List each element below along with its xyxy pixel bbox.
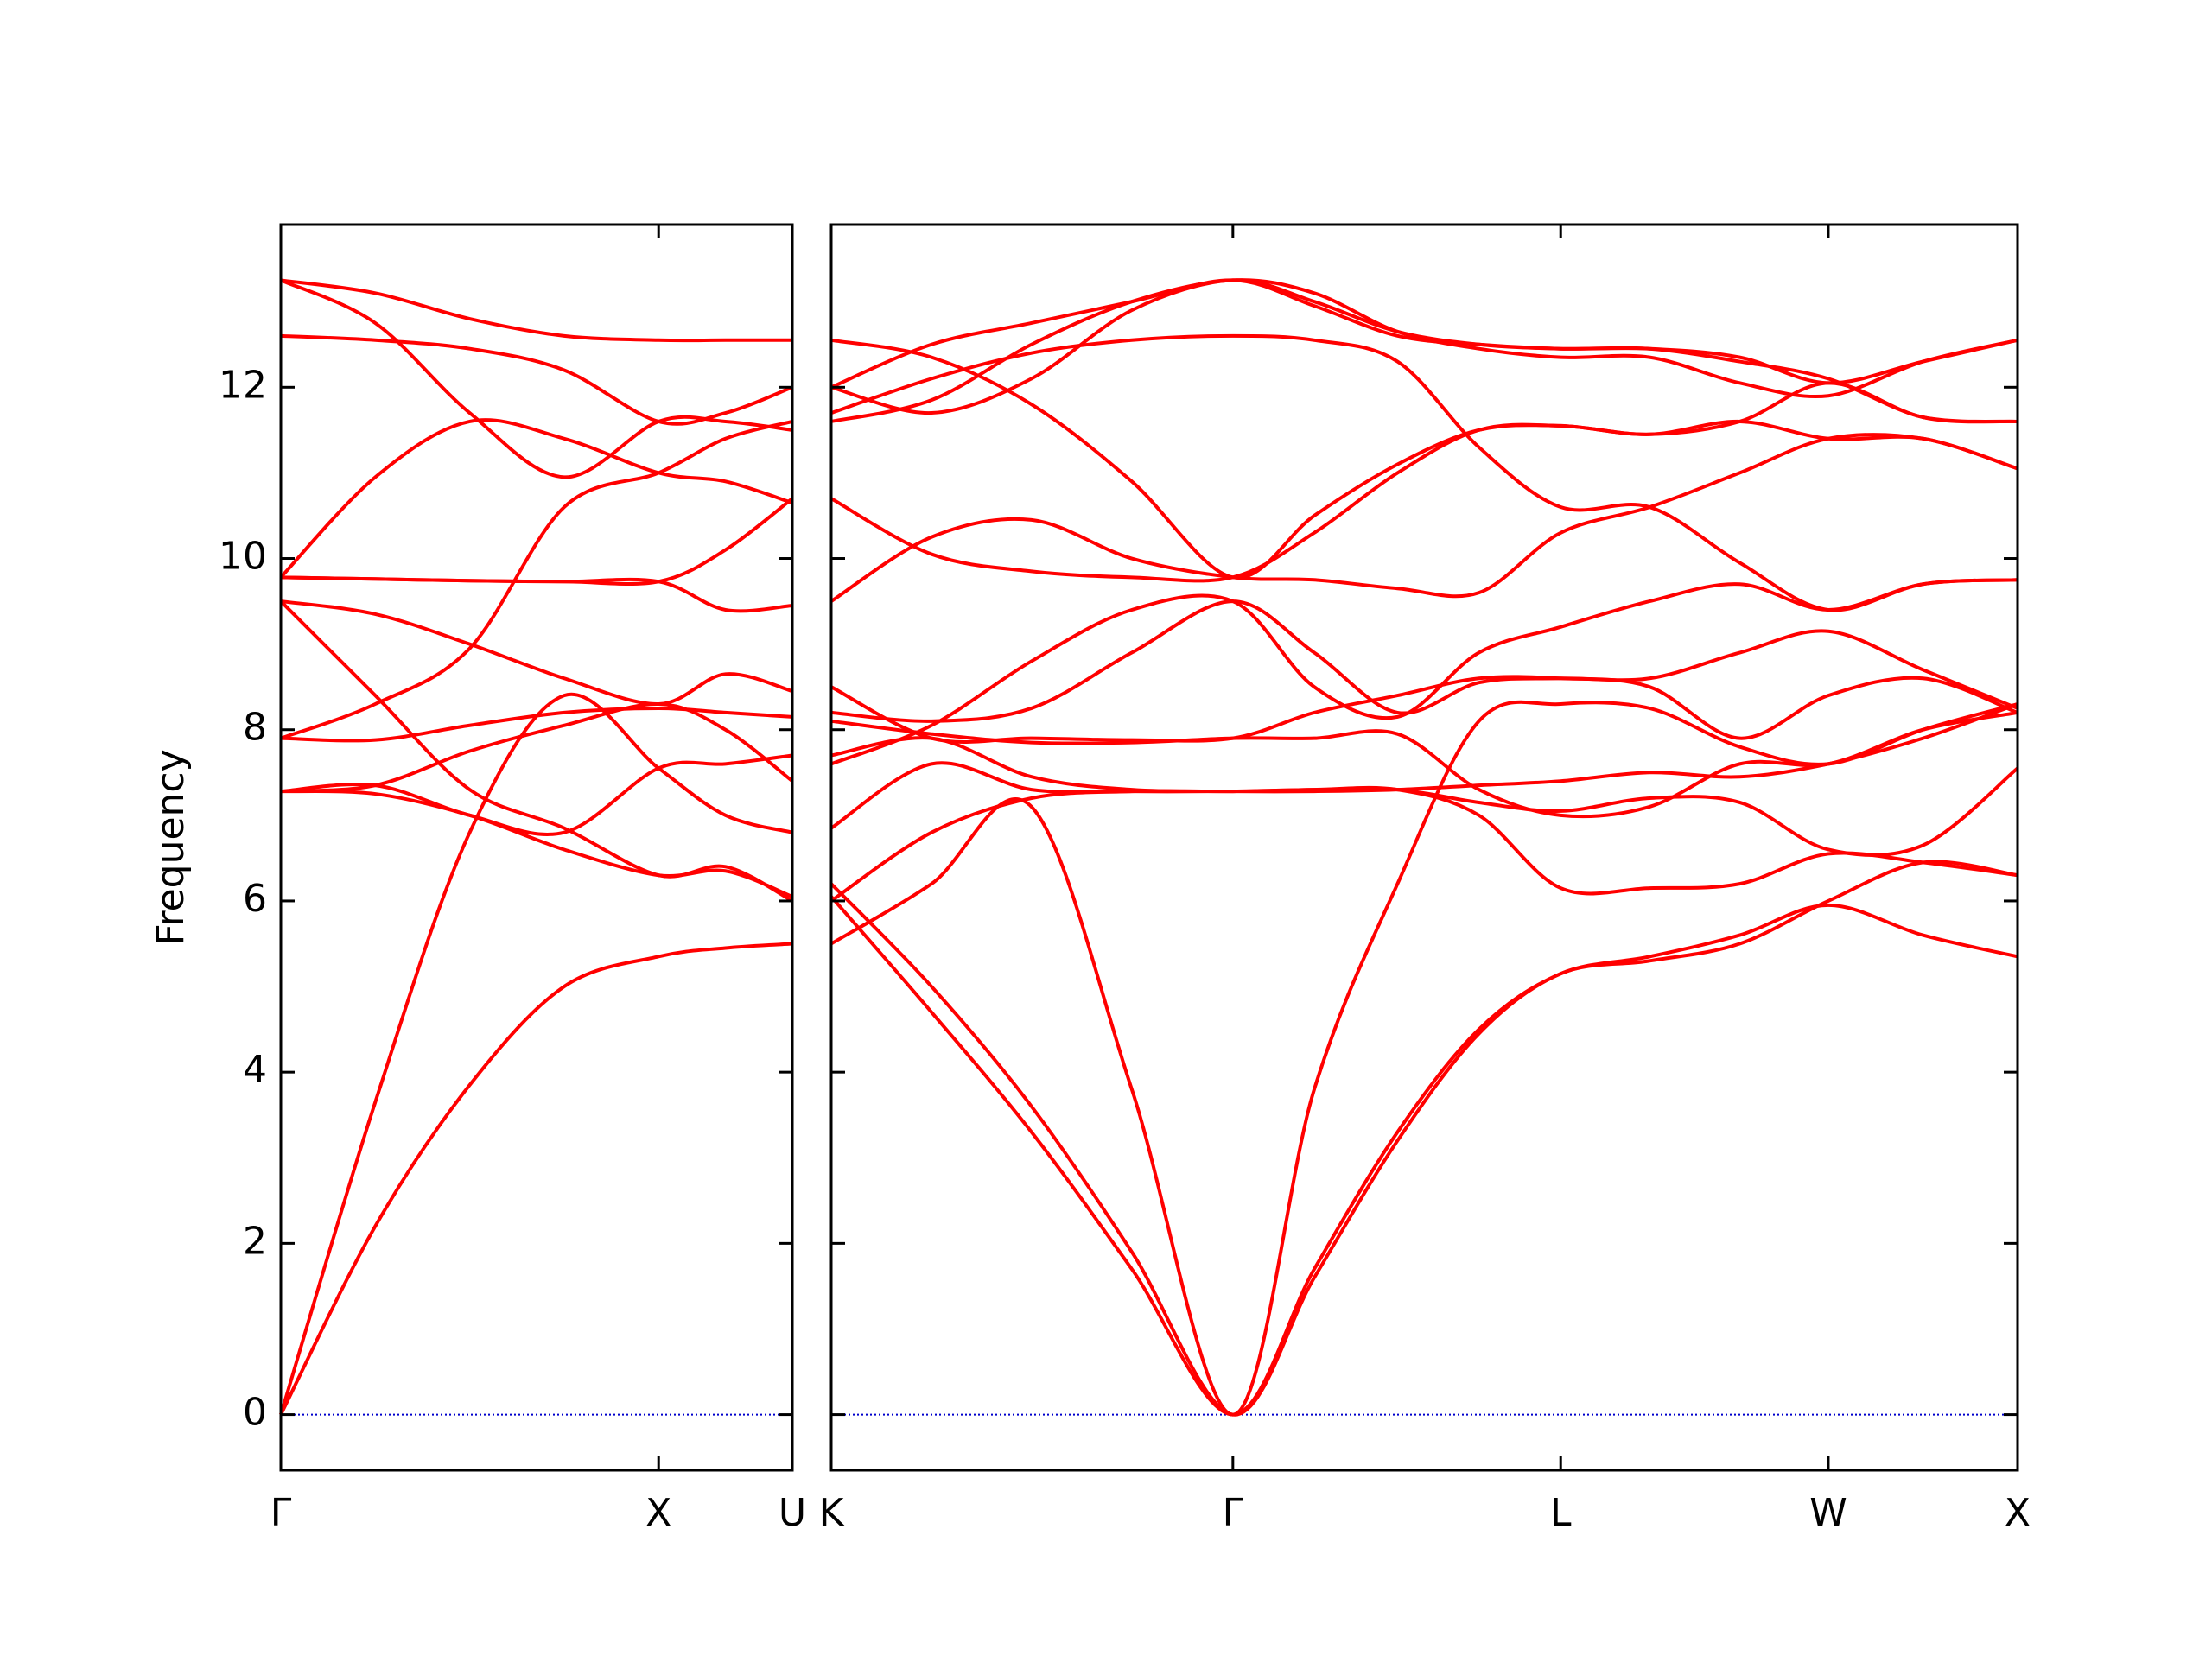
band-line: [830, 761, 2018, 896]
band-line: [830, 860, 2018, 1417]
band-line: [830, 578, 2018, 766]
y-tick-label: 6: [243, 877, 267, 921]
band-line: [280, 706, 793, 743]
x-tick-label: U: [779, 1491, 806, 1535]
band-line: [280, 790, 793, 898]
x-tick-label: W: [1809, 1491, 1847, 1535]
x-tick-label: Γ: [270, 1491, 292, 1535]
band-line: [830, 333, 2018, 612]
band-line: [280, 599, 793, 707]
band-line: [279, 418, 793, 579]
y-tick-label: 4: [243, 1048, 267, 1092]
band-line: [830, 278, 2018, 416]
band-line: [830, 700, 2018, 1417]
band-line: [280, 333, 793, 426]
band-line: [280, 575, 793, 613]
x-tick-label: L: [1550, 1491, 1572, 1535]
y-tick-label: 8: [243, 706, 267, 750]
band-line: [830, 766, 2019, 903]
x-tick-label: X: [2005, 1491, 2031, 1535]
x-tick-label: X: [645, 1491, 671, 1535]
band-line: [830, 278, 2018, 423]
band-line: [279, 599, 793, 903]
band-line: [830, 419, 2018, 583]
y-tick-label: 0: [243, 1391, 267, 1435]
band-line: [279, 692, 793, 1416]
plot-frame: [279, 223, 794, 1472]
band-line: [830, 433, 2018, 603]
band-line: [280, 278, 792, 343]
y-axis-label: Frequency: [149, 749, 193, 945]
band-line: [280, 420, 793, 740]
plot-frame: [830, 223, 2019, 1472]
band-line: [830, 710, 2018, 819]
band-line: [830, 599, 2018, 723]
x-tick-label: K: [819, 1491, 845, 1535]
band-line: [279, 942, 793, 1416]
band-line: [280, 278, 793, 479]
band-line: [830, 338, 2018, 580]
band-line: [280, 701, 794, 794]
y-tick-label: 10: [219, 535, 267, 579]
x-tick-label: Γ: [1223, 1491, 1244, 1535]
y-tick-label: 2: [243, 1219, 267, 1263]
band-line: [830, 278, 2018, 424]
band-line: [280, 753, 793, 836]
y-tick-label: 12: [219, 363, 267, 407]
band-line: [830, 895, 2018, 1417]
